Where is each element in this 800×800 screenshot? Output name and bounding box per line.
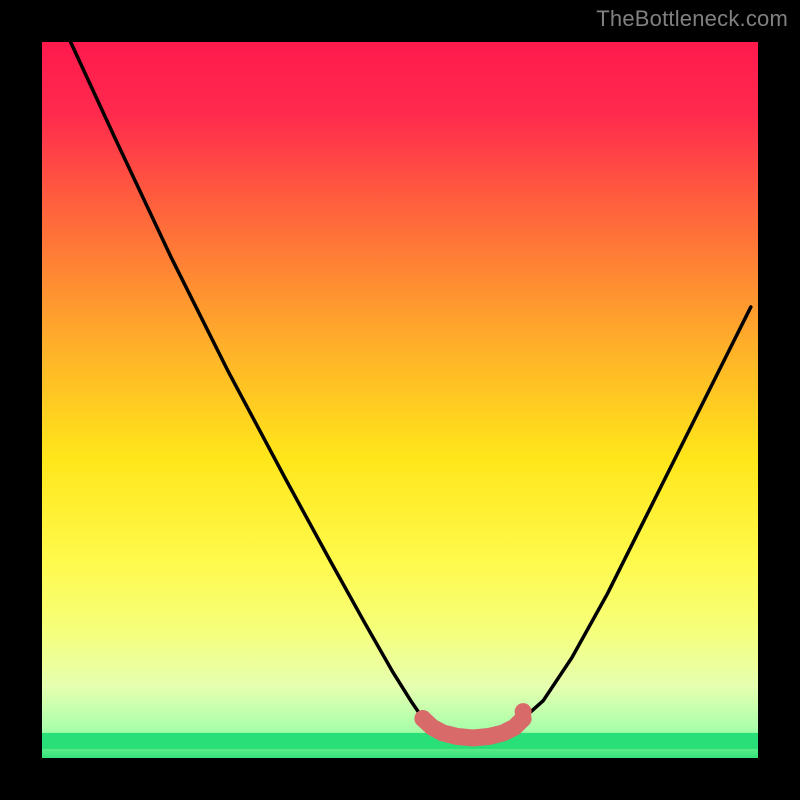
trough-dot-left	[414, 710, 431, 727]
watermark-text: TheBottleneck.com	[596, 6, 788, 32]
gradient-background	[42, 42, 758, 758]
chart-stage: TheBottleneck.com	[0, 0, 800, 800]
trough-dot-right	[515, 703, 532, 720]
green-bottom-strip	[42, 733, 758, 749]
bottleneck-chart	[0, 0, 800, 800]
